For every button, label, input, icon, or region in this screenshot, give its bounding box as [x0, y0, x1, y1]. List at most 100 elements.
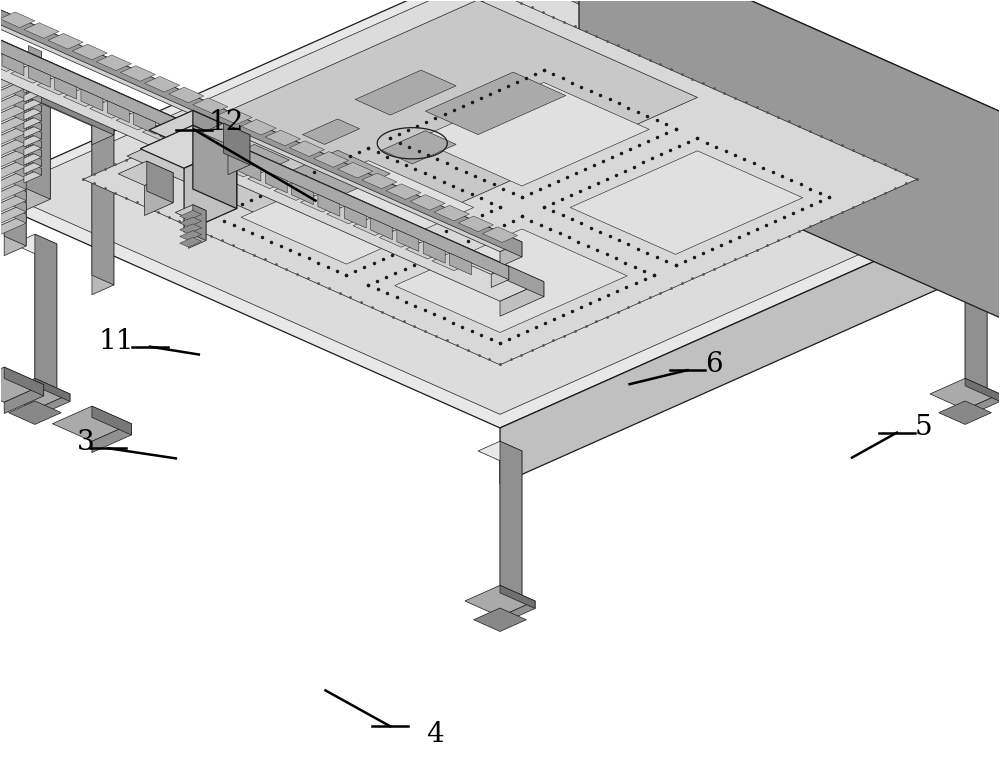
Polygon shape: [0, 9, 544, 296]
Polygon shape: [274, 183, 314, 201]
Polygon shape: [0, 79, 26, 111]
Polygon shape: [327, 206, 366, 223]
Polygon shape: [0, 49, 26, 68]
Polygon shape: [0, 53, 50, 109]
Polygon shape: [92, 406, 131, 435]
Text: 4: 4: [426, 720, 444, 748]
Polygon shape: [92, 97, 114, 118]
Polygon shape: [314, 151, 349, 167]
Polygon shape: [28, 108, 41, 122]
Polygon shape: [292, 183, 314, 205]
Polygon shape: [140, 125, 237, 169]
Polygon shape: [28, 55, 41, 67]
Polygon shape: [0, 12, 35, 27]
Polygon shape: [28, 64, 41, 76]
Polygon shape: [500, 451, 522, 611]
Text: 5: 5: [915, 414, 933, 441]
Polygon shape: [0, 0, 522, 252]
Polygon shape: [24, 23, 59, 38]
Polygon shape: [180, 238, 202, 247]
Polygon shape: [482, 227, 518, 242]
Polygon shape: [500, 172, 535, 194]
Polygon shape: [965, 234, 987, 394]
Polygon shape: [0, 23, 26, 91]
Text: 6: 6: [706, 351, 723, 378]
Polygon shape: [4, 49, 26, 246]
Polygon shape: [92, 88, 114, 285]
Polygon shape: [0, 79, 26, 147]
Polygon shape: [371, 218, 392, 240]
Polygon shape: [0, 90, 26, 159]
Polygon shape: [4, 59, 26, 256]
Polygon shape: [0, 136, 26, 190]
Polygon shape: [423, 241, 445, 263]
Polygon shape: [0, 169, 26, 201]
Polygon shape: [70, 88, 114, 107]
Polygon shape: [28, 154, 41, 166]
Polygon shape: [0, 68, 26, 100]
Polygon shape: [134, 112, 156, 134]
Polygon shape: [28, 162, 41, 175]
Polygon shape: [228, 135, 250, 175]
Polygon shape: [344, 206, 366, 228]
Polygon shape: [160, 124, 182, 146]
Polygon shape: [474, 194, 526, 217]
Polygon shape: [248, 171, 287, 189]
Polygon shape: [28, 73, 41, 85]
Polygon shape: [24, 114, 41, 129]
Polygon shape: [202, 144, 289, 183]
Polygon shape: [193, 125, 237, 209]
Polygon shape: [0, 13, 509, 274]
Polygon shape: [175, 205, 206, 218]
Polygon shape: [434, 205, 469, 221]
Polygon shape: [24, 88, 41, 102]
Polygon shape: [353, 218, 392, 235]
Polygon shape: [241, 161, 474, 264]
Polygon shape: [28, 144, 41, 157]
Polygon shape: [0, 90, 26, 144]
Polygon shape: [265, 171, 287, 193]
Polygon shape: [478, 27, 522, 47]
Polygon shape: [0, 45, 26, 100]
Polygon shape: [28, 118, 41, 130]
Polygon shape: [9, 401, 61, 424]
Polygon shape: [239, 159, 261, 181]
Polygon shape: [432, 253, 471, 270]
Polygon shape: [570, 151, 803, 254]
Polygon shape: [943, 234, 987, 254]
Polygon shape: [184, 145, 237, 232]
Polygon shape: [0, 124, 26, 178]
Polygon shape: [491, 267, 509, 288]
Polygon shape: [63, 89, 103, 107]
Polygon shape: [0, 214, 26, 246]
Polygon shape: [318, 194, 340, 216]
Polygon shape: [24, 169, 41, 183]
Polygon shape: [81, 89, 103, 111]
Polygon shape: [24, 159, 41, 174]
Polygon shape: [145, 172, 173, 216]
Polygon shape: [0, 90, 26, 123]
Polygon shape: [382, 131, 456, 164]
Polygon shape: [417, 82, 649, 186]
Polygon shape: [0, 379, 70, 409]
Polygon shape: [0, 0, 1000, 414]
Polygon shape: [24, 105, 41, 120]
Polygon shape: [0, 102, 26, 155]
Polygon shape: [0, 53, 50, 199]
Polygon shape: [0, 79, 26, 133]
Polygon shape: [362, 173, 397, 189]
Polygon shape: [72, 44, 107, 60]
Polygon shape: [35, 244, 57, 404]
Polygon shape: [193, 130, 237, 180]
Polygon shape: [107, 101, 129, 122]
Polygon shape: [0, 113, 26, 145]
Polygon shape: [24, 60, 41, 75]
Polygon shape: [500, 187, 535, 210]
Polygon shape: [0, 147, 26, 215]
Polygon shape: [355, 70, 456, 115]
Polygon shape: [500, 242, 522, 267]
Text: 3: 3: [77, 430, 95, 456]
Polygon shape: [221, 159, 261, 177]
Polygon shape: [478, 441, 522, 461]
Polygon shape: [4, 67, 114, 135]
